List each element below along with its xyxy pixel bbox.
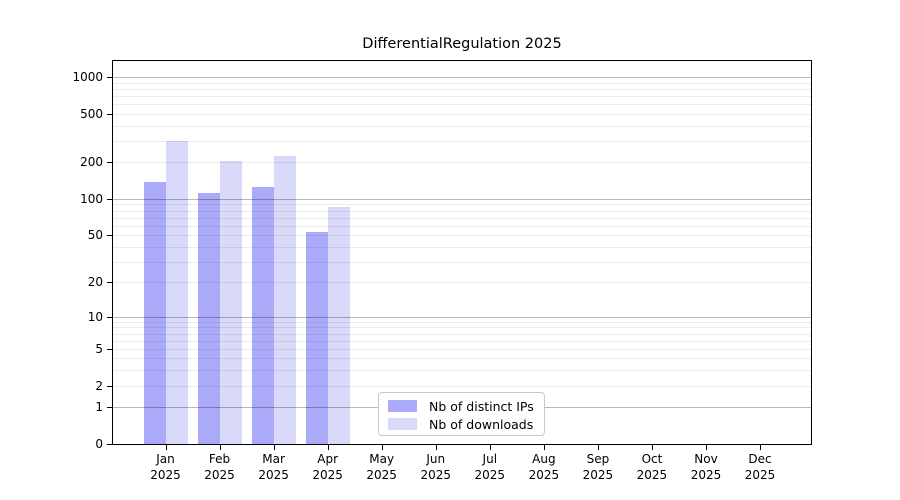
y-tick-label-100: 100 [80, 191, 103, 206]
x-tick-month: Jul [482, 452, 498, 466]
x-tick-label-jan: Jan 2025 [136, 451, 196, 483]
x-tick-month: Feb [208, 452, 231, 466]
chart-title: DifferentialRegulation 2025 [362, 36, 562, 52]
x-tick-year: 2025 [258, 468, 289, 482]
y-tick-label-2: 2 [95, 378, 103, 393]
x-tick-month: May [369, 452, 395, 466]
x-tick-year: 2025 [312, 468, 343, 482]
x-tick-year: 2025 [744, 468, 776, 482]
plot-area [112, 60, 812, 445]
x-tick-month: Jan [156, 452, 175, 466]
x-tick-year: 2025 [636, 468, 668, 482]
y-tick-label-10: 10 [87, 309, 103, 324]
x-tick-month: Dec [748, 452, 772, 466]
x-tick-mark-oct [651, 445, 653, 450]
legend-item-distinct-ips: Nb of distinct IPs [388, 397, 544, 415]
legend-swatch-distinct-ips [388, 400, 417, 412]
y-tick-mark-50 [107, 235, 112, 237]
x-tick-year: 2025 [528, 468, 560, 482]
x-tick-label-jun: Jun 2025 [406, 451, 466, 483]
bar-apr-downloads [327, 207, 350, 444]
x-tick-mark-may [381, 445, 383, 450]
x-tick-year: 2025 [366, 468, 397, 482]
x-tick-mark-nov [706, 445, 707, 450]
y-tick-label-500: 500 [80, 106, 103, 121]
bar-jan-distinct-ips [143, 181, 166, 444]
y-tick-label-200: 200 [80, 155, 103, 170]
x-tick-label-sep: Sep 2025 [568, 451, 628, 483]
legend-item-downloads: Nb of downloads [388, 415, 544, 433]
x-tick-mark-apr [327, 445, 329, 450]
y-tick-mark-1000 [107, 76, 112, 78]
x-tick-year: 2025 [582, 468, 614, 482]
x-tick-mark-jul [489, 445, 491, 450]
x-tick-year: 2025 [150, 468, 181, 482]
x-tick-mark-mar [273, 445, 275, 450]
y-tick-label-1: 1 [95, 400, 103, 415]
y-tick-label-5: 5 [95, 341, 103, 356]
legend-label-downloads: Nb of downloads [429, 416, 534, 432]
bar-feb-distinct-ips [197, 192, 220, 444]
x-tick-label-nov: Nov 2025 [676, 451, 736, 483]
x-tick-label-jul: Jul 2025 [460, 451, 520, 483]
y-tick-mark-20 [107, 282, 112, 284]
x-tick-label-apr: Apr 2025 [298, 451, 358, 483]
x-tick-label-dec: Dec 2025 [730, 451, 790, 483]
y-tick-mark-0 [107, 444, 112, 445]
y-tick-mark-10 [107, 316, 112, 318]
y-tick-mark-5 [107, 348, 112, 350]
x-tick-label-aug: Aug 2025 [514, 451, 574, 483]
x-tick-year: 2025 [474, 468, 506, 482]
x-tick-label-mar: Mar 2025 [244, 451, 304, 483]
x-tick-year: 2025 [420, 468, 452, 482]
x-tick-mark-jan [165, 445, 167, 450]
x-tick-month: Jun [426, 452, 446, 466]
x-tick-year: 2025 [204, 468, 235, 482]
x-tick-mark-jun [435, 445, 437, 450]
y-tick-label-1000: 1000 [72, 69, 103, 84]
x-tick-month: Oct [641, 452, 663, 466]
y-tick-label-0: 0 [95, 437, 103, 451]
bar-apr-distinct-ips [305, 232, 328, 444]
x-tick-month: Mar [262, 452, 285, 466]
x-tick-mark-feb [219, 445, 221, 450]
x-tick-label-may: May 2025 [352, 451, 412, 483]
x-tick-label-oct: Oct 2025 [622, 451, 682, 483]
x-tick-month: Aug [532, 452, 556, 466]
y-tick-mark-200 [107, 162, 112, 164]
legend-swatch-downloads [388, 418, 417, 430]
y-tick-mark-500 [107, 113, 112, 115]
x-tick-year: 2025 [690, 468, 722, 482]
bars-layer [113, 61, 811, 444]
y-tick-label-50: 50 [87, 228, 103, 243]
x-tick-mark-dec [760, 445, 762, 450]
x-tick-mark-aug [543, 445, 545, 450]
y-tick-label-20: 20 [87, 275, 103, 290]
bar-feb-downloads [219, 161, 242, 444]
x-tick-label-feb: Feb 2025 [190, 451, 250, 483]
x-tick-month: Apr [317, 452, 339, 466]
legend-label-distinct-ips: Nb of distinct IPs [429, 398, 534, 414]
y-tick-mark-2 [107, 385, 112, 387]
x-tick-month: Sep [586, 452, 610, 466]
y-tick-mark-1 [107, 407, 112, 409]
bar-mar-distinct-ips [251, 187, 274, 444]
y-tick-mark-100 [107, 198, 112, 200]
bar-mar-downloads [273, 155, 296, 444]
x-tick-month: Nov [694, 452, 718, 466]
x-tick-mark-sep [597, 445, 599, 450]
legend: Nb of distinct IPs Nb of downloads [378, 392, 545, 436]
bar-jan-downloads [165, 140, 188, 444]
